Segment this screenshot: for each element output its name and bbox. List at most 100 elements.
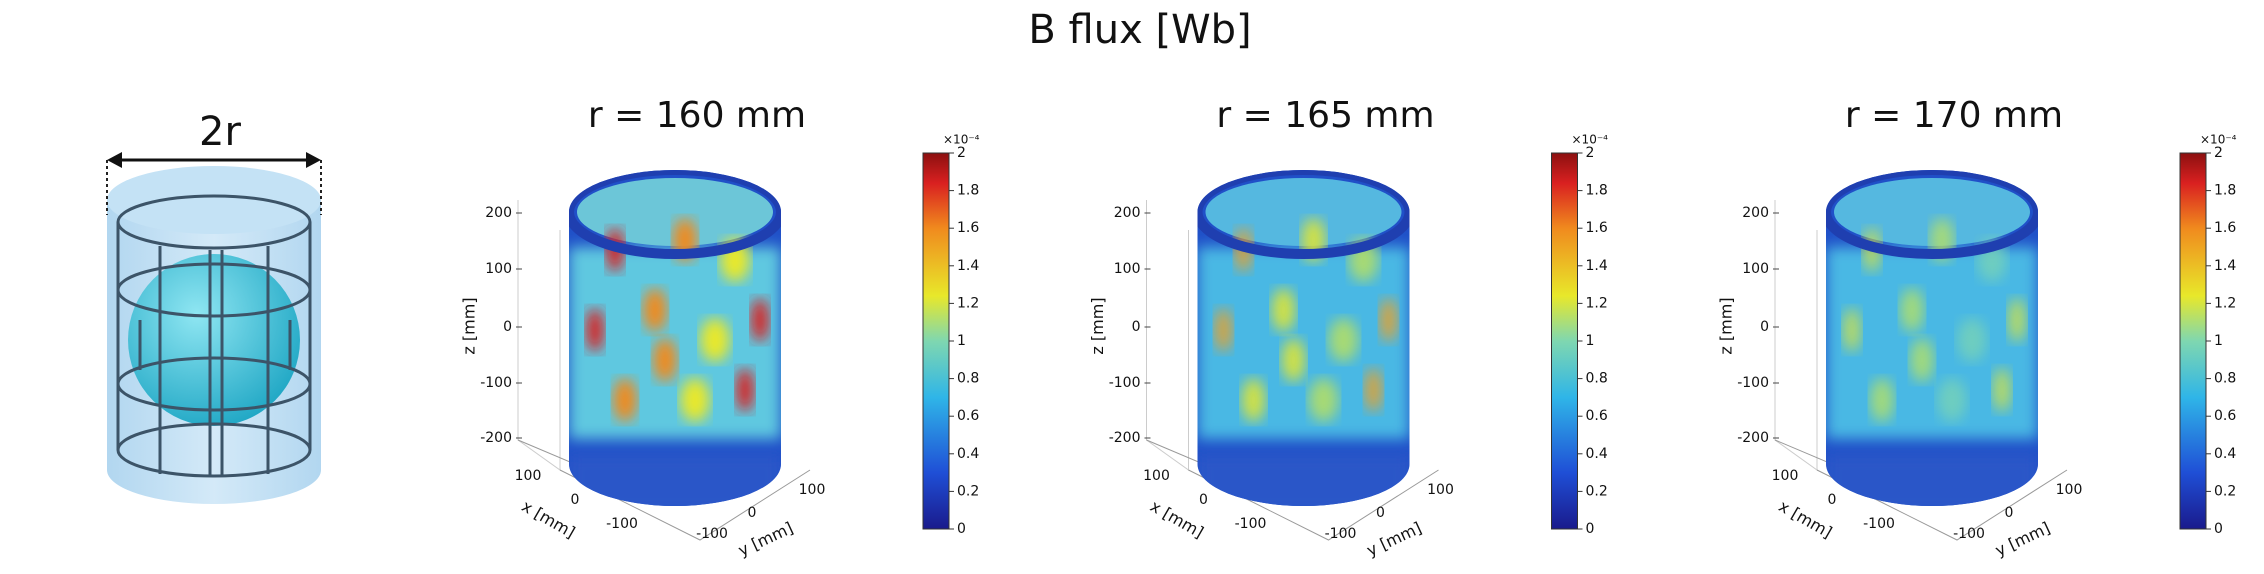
x-label: x [mm] <box>519 496 579 542</box>
colorbar-tick-label: 0.2 <box>957 483 979 499</box>
colorbar <box>2179 152 2207 530</box>
panel-title: r = 160 mm <box>588 95 806 136</box>
x-tick-label: 0 <box>571 492 580 508</box>
cylinder-inner <box>1834 178 2030 246</box>
hot-spot <box>1214 308 1233 352</box>
colorbar-tick-label: 1 <box>1586 333 1595 349</box>
hot-spot <box>736 368 754 412</box>
cylinder <box>1826 170 2038 506</box>
axis-box <box>1774 200 1818 471</box>
z-tick-label: 200 <box>1742 205 1769 221</box>
colorbar-tick-label: 1 <box>2214 333 2223 349</box>
cylinder-rim <box>1197 170 1410 259</box>
hot-spot <box>1271 288 1296 332</box>
colorbar-tick-label: 0.4 <box>1586 446 1608 462</box>
hot-spot <box>1364 368 1383 412</box>
x-tick-label: -100 <box>1863 516 1895 532</box>
x-tick-label: 100 <box>1143 468 1170 484</box>
hot-spot <box>613 378 637 422</box>
x-tick-label: -100 <box>1235 516 1267 532</box>
z-label: z [mm] <box>1717 297 1736 354</box>
x-tick-label: 0 <box>1828 492 1837 508</box>
colorbar <box>1551 152 1578 530</box>
colorbar-tick-label: 0.6 <box>2214 408 2236 424</box>
x-tick-label: -100 <box>606 516 638 532</box>
schematic-label: 2r <box>199 109 241 155</box>
hot-spot <box>586 308 604 352</box>
hot-spot <box>1379 298 1398 342</box>
colorbar-tick-label: 0.8 <box>1586 371 1608 387</box>
z-tick-label: 200 <box>1114 205 1141 221</box>
hot-spot <box>1957 318 1987 362</box>
cylinder-rim <box>1826 170 2038 259</box>
hot-spot <box>700 318 730 362</box>
colorbar <box>922 152 950 530</box>
panel-title: r = 165 mm <box>1216 95 1434 136</box>
y-tick-label: 100 <box>2056 482 2083 498</box>
x-tick-label: 100 <box>515 468 542 484</box>
z-tick-label: 100 <box>1742 261 1769 277</box>
colorbar-tick-label: 0.6 <box>1586 408 1608 424</box>
colorbar-exponent: ×10⁻⁴ <box>2200 133 2237 147</box>
colorbar-tick-label: 0 <box>1586 521 1595 537</box>
z-tick-label: -200 <box>1737 430 1769 446</box>
colorbar-tick-label: 0.8 <box>2214 371 2236 387</box>
cylinder-inner <box>1205 178 1402 246</box>
z-label: z [mm] <box>1088 297 1107 354</box>
z-label: z [mm] <box>460 297 479 354</box>
cylinder <box>569 170 781 506</box>
colorbar-tick-label: 1.2 <box>1586 295 1608 311</box>
y-tick-label: 0 <box>2005 505 2014 521</box>
axis-box <box>1146 200 1189 471</box>
z-tick-label: 0 <box>1760 319 1769 335</box>
colorbar-tick-label: 0.2 <box>2214 483 2236 499</box>
hot-spot <box>653 338 677 382</box>
colorbar-tick-label: 1.6 <box>2214 220 2236 236</box>
hot-spot <box>680 378 710 422</box>
colorbar-tick-label: 1.8 <box>1586 183 1608 199</box>
x-label: x [mm] <box>1147 496 1207 542</box>
colorbar-tick-label: 1.4 <box>957 258 979 274</box>
colorbar-tick-label: 1.4 <box>1586 258 1608 274</box>
z-tick-label: -100 <box>1737 375 1769 391</box>
y-tick-label: -100 <box>1325 526 1357 542</box>
hot-spot <box>2008 298 2026 342</box>
colorbar-tick-label: 1.2 <box>2214 295 2236 311</box>
colorbar-tick-label: 0.8 <box>957 371 979 387</box>
x-tick-label: 100 <box>1772 468 1799 484</box>
y-tick-label: -100 <box>1953 526 1985 542</box>
panel-title: r = 170 mm <box>1845 95 2063 136</box>
z-tick-label: 0 <box>503 319 512 335</box>
y-label: y [mm] <box>735 518 796 560</box>
hot-spot <box>1308 378 1339 422</box>
colorbar-tick-label: 1.4 <box>2214 258 2236 274</box>
figure-title: B flux [Wb] <box>1028 7 1251 53</box>
hot-spot <box>1281 338 1306 382</box>
hot-spot <box>1900 288 1924 332</box>
colorbar-tick-label: 1.8 <box>2214 183 2236 199</box>
colorbar-tick-label: 0 <box>957 521 966 537</box>
schematic: 2r <box>106 109 322 504</box>
colorbar-tick-label: 0 <box>2214 521 2223 537</box>
z-tick-label: 100 <box>485 261 512 277</box>
colorbar-tick-label: 0.6 <box>957 408 979 424</box>
colorbar-tick-label: 0.2 <box>1586 483 1608 499</box>
colorbar-tick-label: 1 <box>957 333 966 349</box>
z-tick-label: 0 <box>1132 319 1141 335</box>
colorbar-tick-label: 1.8 <box>957 183 979 199</box>
z-tick-label: 200 <box>485 205 512 221</box>
y-tick-label: 100 <box>1427 482 1454 498</box>
axis-box <box>517 200 561 471</box>
hot-spot <box>1937 378 1967 422</box>
hot-spot <box>751 298 769 342</box>
colorbar-tick-label: 2 <box>1586 145 1595 161</box>
z-tick-label: -200 <box>1109 430 1141 446</box>
hot-spot <box>643 288 667 332</box>
hot-spot <box>1870 378 1894 422</box>
cylinder-inner <box>577 178 773 246</box>
y-tick-label: 0 <box>748 505 757 521</box>
colorbar-tick-label: 0.4 <box>957 446 979 462</box>
colorbar-tick-label: 0.4 <box>2214 446 2236 462</box>
colorbar-tick-label: 1.6 <box>1586 220 1608 236</box>
